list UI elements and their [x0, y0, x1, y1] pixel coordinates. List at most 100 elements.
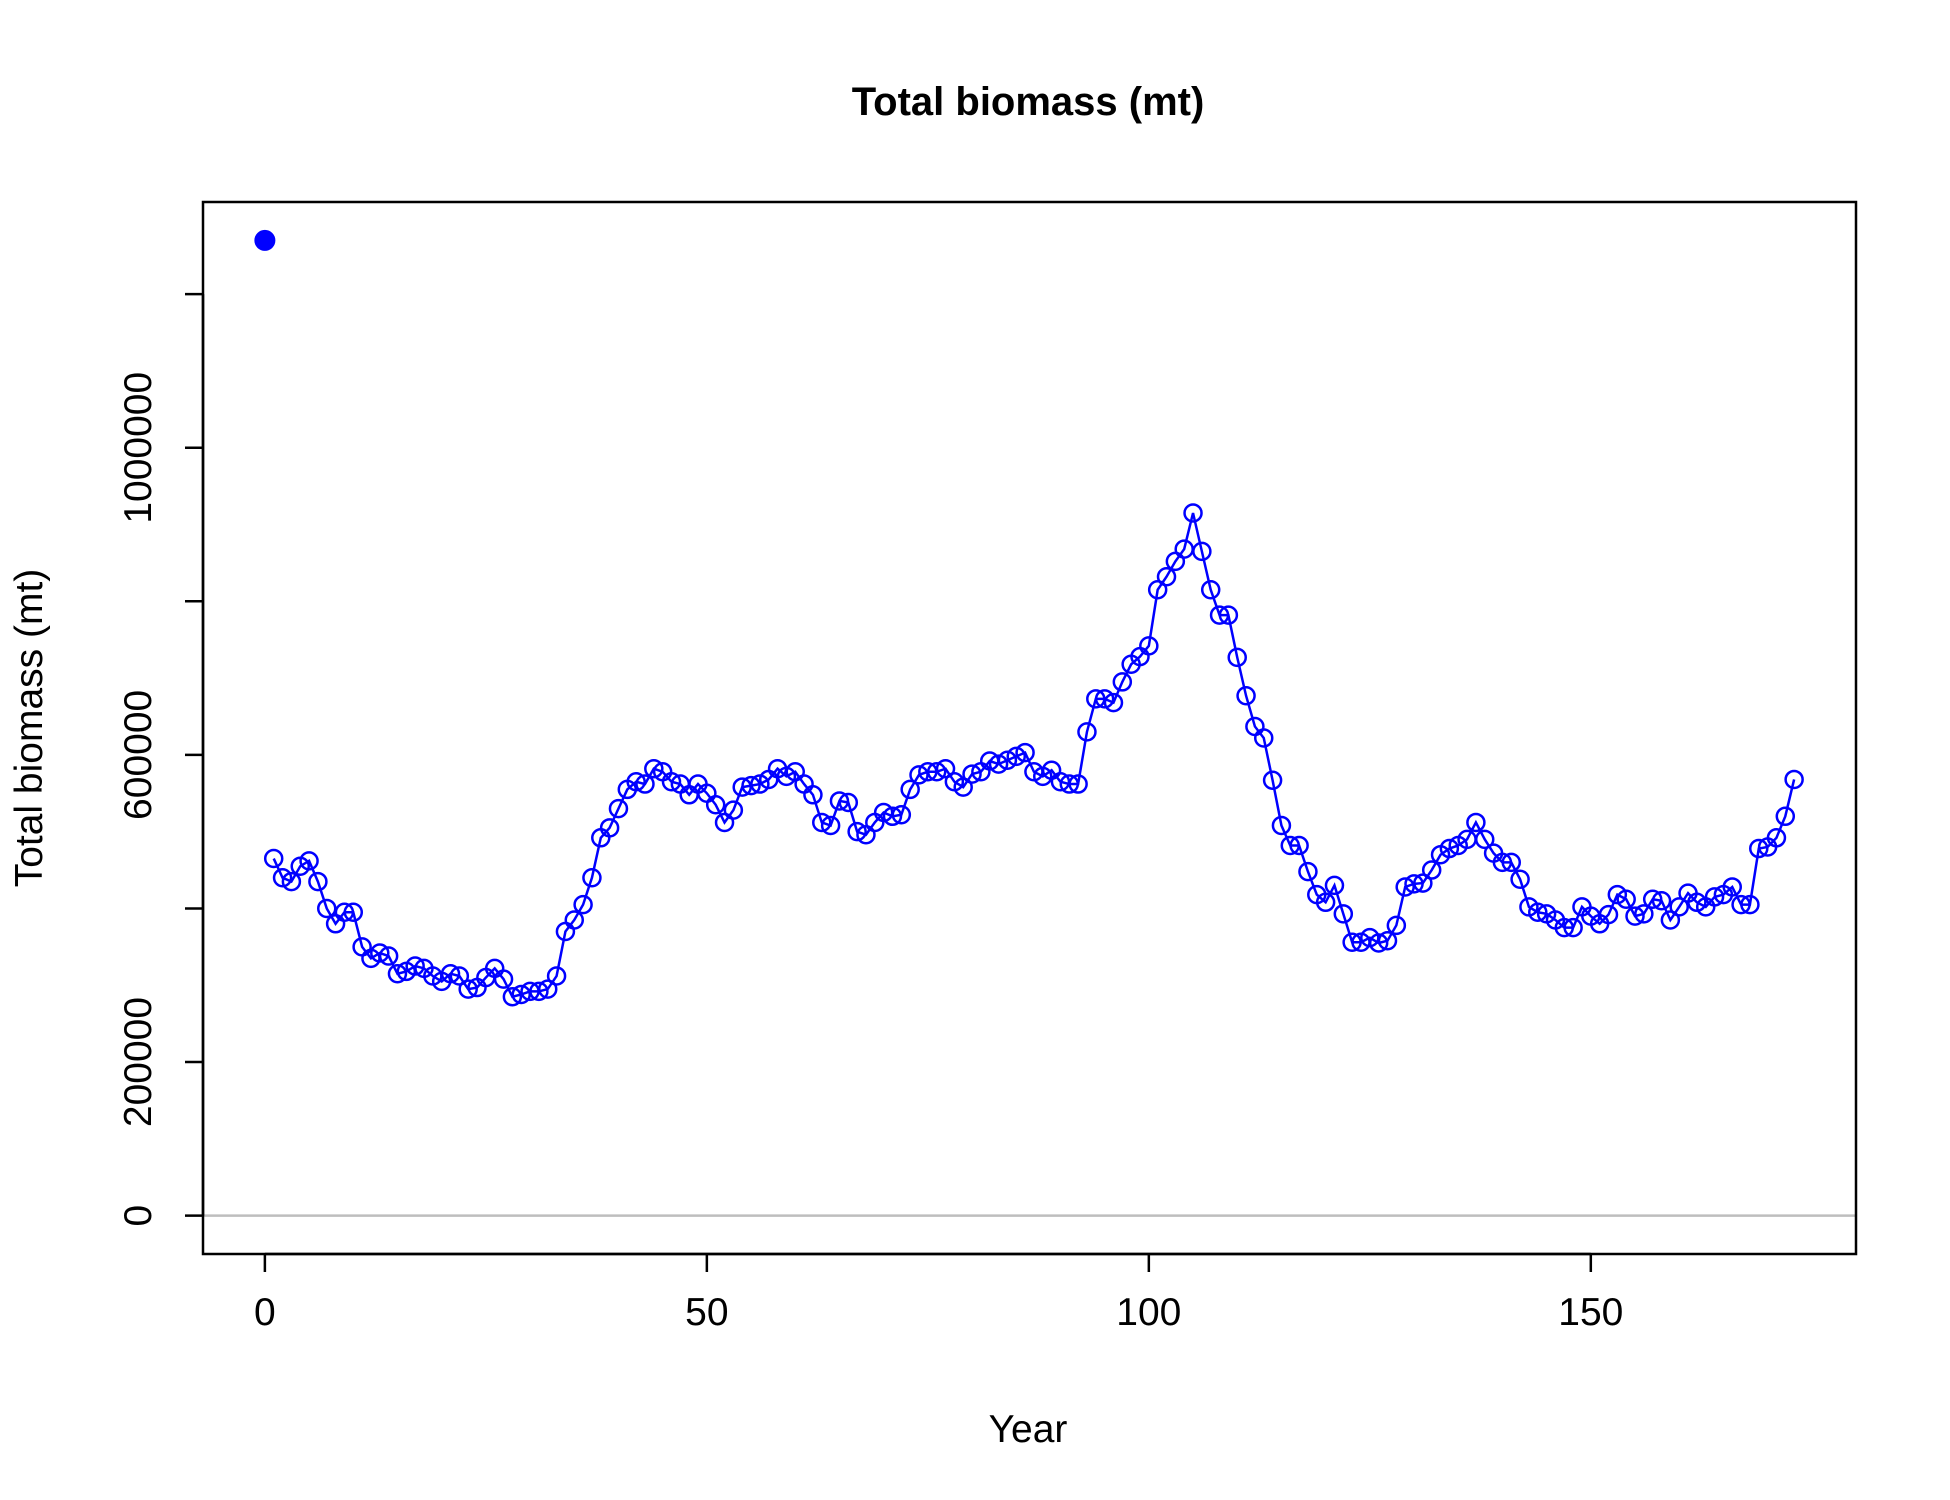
data-point: [1200, 580, 1221, 600]
y-tick-label: 0: [117, 1205, 160, 1227]
data-point: [1616, 889, 1636, 909]
data-point: [1006, 746, 1026, 767]
data-point: [334, 902, 355, 923]
data-point: [635, 774, 655, 794]
data-point: [644, 758, 664, 779]
data-point: [1315, 892, 1336, 913]
data-point: [1474, 829, 1495, 850]
x-tick-label: 50: [685, 1291, 728, 1334]
data-point: [1156, 566, 1177, 587]
data-point: [661, 772, 682, 792]
data-point: [493, 969, 514, 989]
data-point: [1722, 877, 1742, 897]
data-point: [803, 785, 823, 805]
data-point: [988, 754, 1009, 774]
data-point: [272, 867, 293, 888]
x-tick-label: 0: [254, 1291, 276, 1334]
data-point: [1103, 692, 1124, 713]
y-tick-label: 1000000: [117, 372, 160, 524]
data-point: [608, 798, 629, 819]
data-point: [1421, 860, 1442, 880]
data-point: [1598, 904, 1619, 925]
data-point: [891, 805, 912, 825]
data-point: [812, 812, 832, 833]
y-axis: 0 200000 600000 1000000: [117, 292, 205, 1227]
data-point: [1262, 770, 1283, 790]
data-point: [1333, 904, 1354, 924]
data-point: [1368, 933, 1389, 953]
data-point: [882, 806, 903, 827]
data-point: [1749, 838, 1769, 859]
data-point: [1059, 774, 1080, 794]
y-axis-label: Total biomass (mt): [8, 569, 51, 888]
data-point: [440, 963, 461, 984]
data-point: [1147, 580, 1168, 600]
y-tick-label: 600000: [117, 690, 160, 820]
x-tick-label: 100: [1116, 1291, 1181, 1334]
data-point: [1731, 894, 1751, 915]
data-point: [599, 818, 620, 838]
data-point: [458, 979, 478, 999]
data-point: [1501, 852, 1522, 873]
data-point: [1642, 889, 1663, 909]
data-point: [1271, 815, 1292, 836]
data-point: [705, 795, 726, 815]
data-point: [1510, 869, 1530, 890]
data-point: [1094, 689, 1115, 709]
data-point: [1740, 894, 1760, 915]
data-point: [1324, 875, 1345, 896]
data-point: [370, 943, 390, 963]
data-point: [1466, 812, 1486, 833]
data-point: [1784, 769, 1804, 790]
data-point: [573, 894, 593, 915]
data-point: [546, 966, 567, 986]
data-point: [626, 772, 646, 792]
data-point: [953, 777, 973, 797]
data-point: [1280, 835, 1301, 856]
data-point: [838, 792, 859, 813]
x-axis-label: Year: [989, 1408, 1068, 1451]
data-point: [1704, 887, 1725, 907]
data-point: [1386, 915, 1407, 936]
chart-title: Total biomass (mt): [852, 80, 1205, 124]
data-point: [1404, 874, 1424, 894]
data-point: [829, 791, 850, 811]
data-point: [926, 762, 947, 782]
x-axis: 0 50 100 150: [254, 1252, 1623, 1334]
data-point: [1492, 852, 1513, 873]
data-point: [997, 750, 1018, 771]
data-point: [299, 851, 319, 871]
data-point: [1192, 541, 1212, 562]
data-point: [1015, 742, 1035, 763]
data-point: [317, 898, 337, 919]
data-point: [281, 871, 302, 892]
data-point: [343, 902, 364, 923]
data-point: [1253, 728, 1274, 748]
data-point: [1634, 904, 1654, 924]
data-point: [741, 775, 761, 796]
data-point: [1669, 897, 1689, 917]
data-point: [1413, 873, 1433, 893]
data-point: [1563, 917, 1583, 938]
series-line: [272, 512, 1796, 999]
data-point: [1289, 835, 1309, 856]
series-layer: [254, 229, 1804, 1007]
data-point: [1377, 930, 1398, 951]
data-point: [1227, 647, 1247, 668]
data-point: [1660, 910, 1681, 930]
data-point: [1209, 605, 1230, 625]
data-point: [1236, 685, 1256, 706]
data-point: [1068, 774, 1088, 794]
data-point: [378, 946, 399, 966]
data-point: [1298, 861, 1318, 882]
data-point: [1651, 891, 1672, 911]
data-point: [935, 758, 956, 779]
data-point: [1218, 605, 1239, 625]
initial-biomass-point: [254, 229, 276, 251]
data-point: [1554, 917, 1575, 938]
data-point: [537, 979, 558, 999]
data-point: [962, 764, 982, 784]
plot-frame: [201, 200, 1858, 1256]
data-point: [582, 867, 602, 888]
